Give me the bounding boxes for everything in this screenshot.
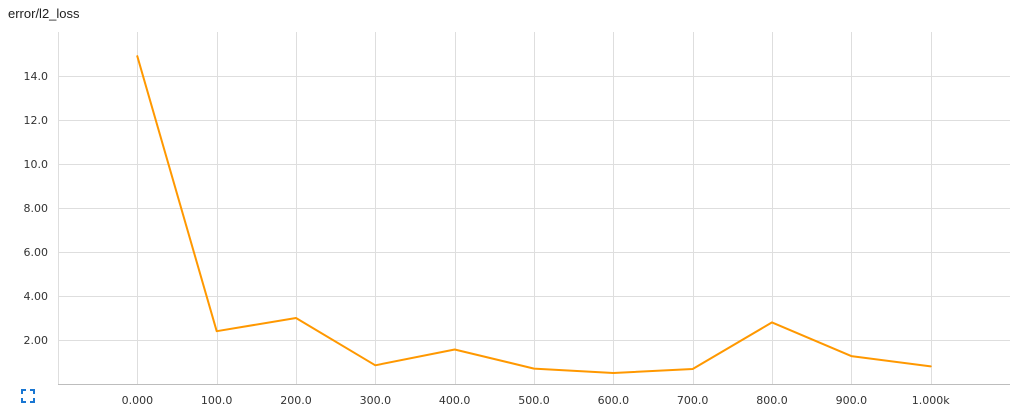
chart-title: error/l2_loss xyxy=(8,6,80,21)
expand-chart-button[interactable] xyxy=(20,388,36,404)
y-tick-label: 6.00 xyxy=(24,246,49,259)
x-tick-label: 900.0 xyxy=(836,394,868,407)
x-tick-label: 100.0 xyxy=(201,394,233,407)
fullscreen-expand-icon xyxy=(21,389,35,403)
x-tick-label: 700.0 xyxy=(677,394,709,407)
x-tick-label: 300.0 xyxy=(360,394,392,407)
y-tick-label: 14.0 xyxy=(24,70,49,83)
y-tick-label: 12.0 xyxy=(24,114,49,127)
x-tick-label: 1.000k xyxy=(912,394,950,407)
x-tick-label: 800.0 xyxy=(756,394,788,407)
grid-layer xyxy=(58,32,1010,384)
y-tick-label: 8.00 xyxy=(24,202,49,215)
x-tick-label: 600.0 xyxy=(598,394,630,407)
x-tick-label: 200.0 xyxy=(280,394,312,407)
y-tick-label: 2.00 xyxy=(24,334,49,347)
x-tick-label: 500.0 xyxy=(518,394,550,407)
tick-label-layer: 0.000 100.0 200.0 300.0 400.0 500.0 600.0 700.0… xyxy=(24,70,951,407)
x-tick-label: 0.000 xyxy=(122,394,154,407)
y-tick-label: 4.00 xyxy=(24,290,49,303)
x-tick-label: 400.0 xyxy=(439,394,471,407)
y-tick-label: 10.0 xyxy=(24,158,49,171)
series-layer xyxy=(136,55,932,374)
